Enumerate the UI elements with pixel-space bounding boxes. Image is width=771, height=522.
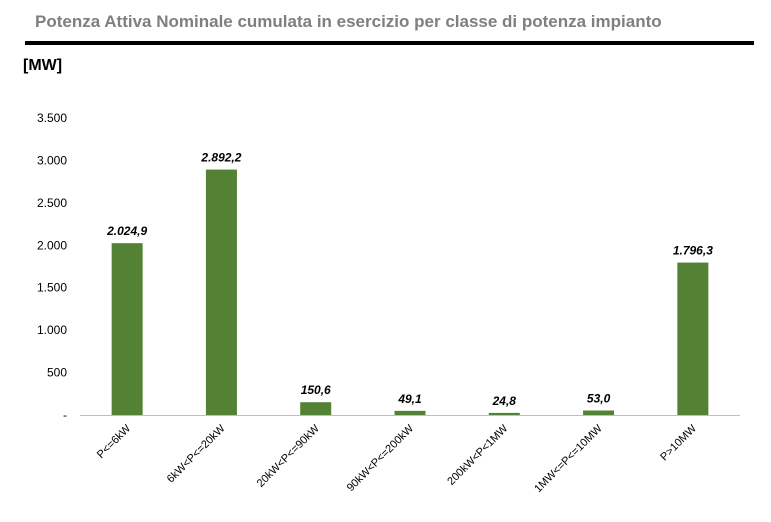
y-tick-label: 1.000 <box>37 323 67 337</box>
bar <box>205 169 237 415</box>
bar-value-label: 53,0 <box>587 392 611 406</box>
title-divider <box>25 41 754 45</box>
bar <box>677 262 709 415</box>
y-tick-label: 500 <box>47 366 67 380</box>
y-tick-label: 2.000 <box>37 238 67 252</box>
x-tick-label: P<=6kW <box>95 422 134 461</box>
bar-value-label: 2.024,9 <box>106 224 147 238</box>
y-tick-label: - <box>63 408 67 422</box>
data-labels: 2.024,9 2.892,2 150,6 49,1 24,8 53,0 1.796,3 <box>106 151 713 408</box>
bar <box>583 410 615 415</box>
bar <box>111 243 143 415</box>
bar-value-label: 1.796,3 <box>673 244 713 258</box>
y-tick-label: 1.500 <box>37 281 67 295</box>
bar <box>300 402 332 415</box>
y-axis-unit-label: [MW] <box>23 57 63 74</box>
x-tick-label: 20kW<P<=90kW <box>255 422 323 490</box>
bars <box>111 169 709 415</box>
y-tick-label: 3.500 <box>37 111 67 125</box>
x-axis-ticks: P<=6kW 6kW<P<=20kW 20kW<P<=90kW 90kW<P<=200… <box>95 422 699 495</box>
bar-value-label: 49,1 <box>397 392 422 406</box>
bar-value-label: 2.892,2 <box>200 151 241 165</box>
bar-value-label: 150,6 <box>301 383 331 397</box>
x-tick-label: 1MW<=P<=10MW <box>532 422 605 495</box>
x-tick-label: 6kW<P<=20kW <box>165 422 228 485</box>
x-tick-label: P>10MW <box>658 422 699 463</box>
chart-title: Potenza Attiva Nominale cumulata in eser… <box>35 12 662 31</box>
x-tick-label: 90kW<P<=200kW <box>345 422 417 494</box>
bar <box>394 410 426 415</box>
y-tick-label: 3.000 <box>37 153 67 167</box>
bar <box>488 412 520 415</box>
x-tick-label: 200kW<P<1MW <box>445 422 511 488</box>
bar-value-label: 24,8 <box>492 394 517 408</box>
y-tick-label: 2.500 <box>37 196 67 210</box>
y-axis-ticks: - 500 1.000 1.500 2.000 2.500 3.000 3.500 <box>37 111 67 422</box>
